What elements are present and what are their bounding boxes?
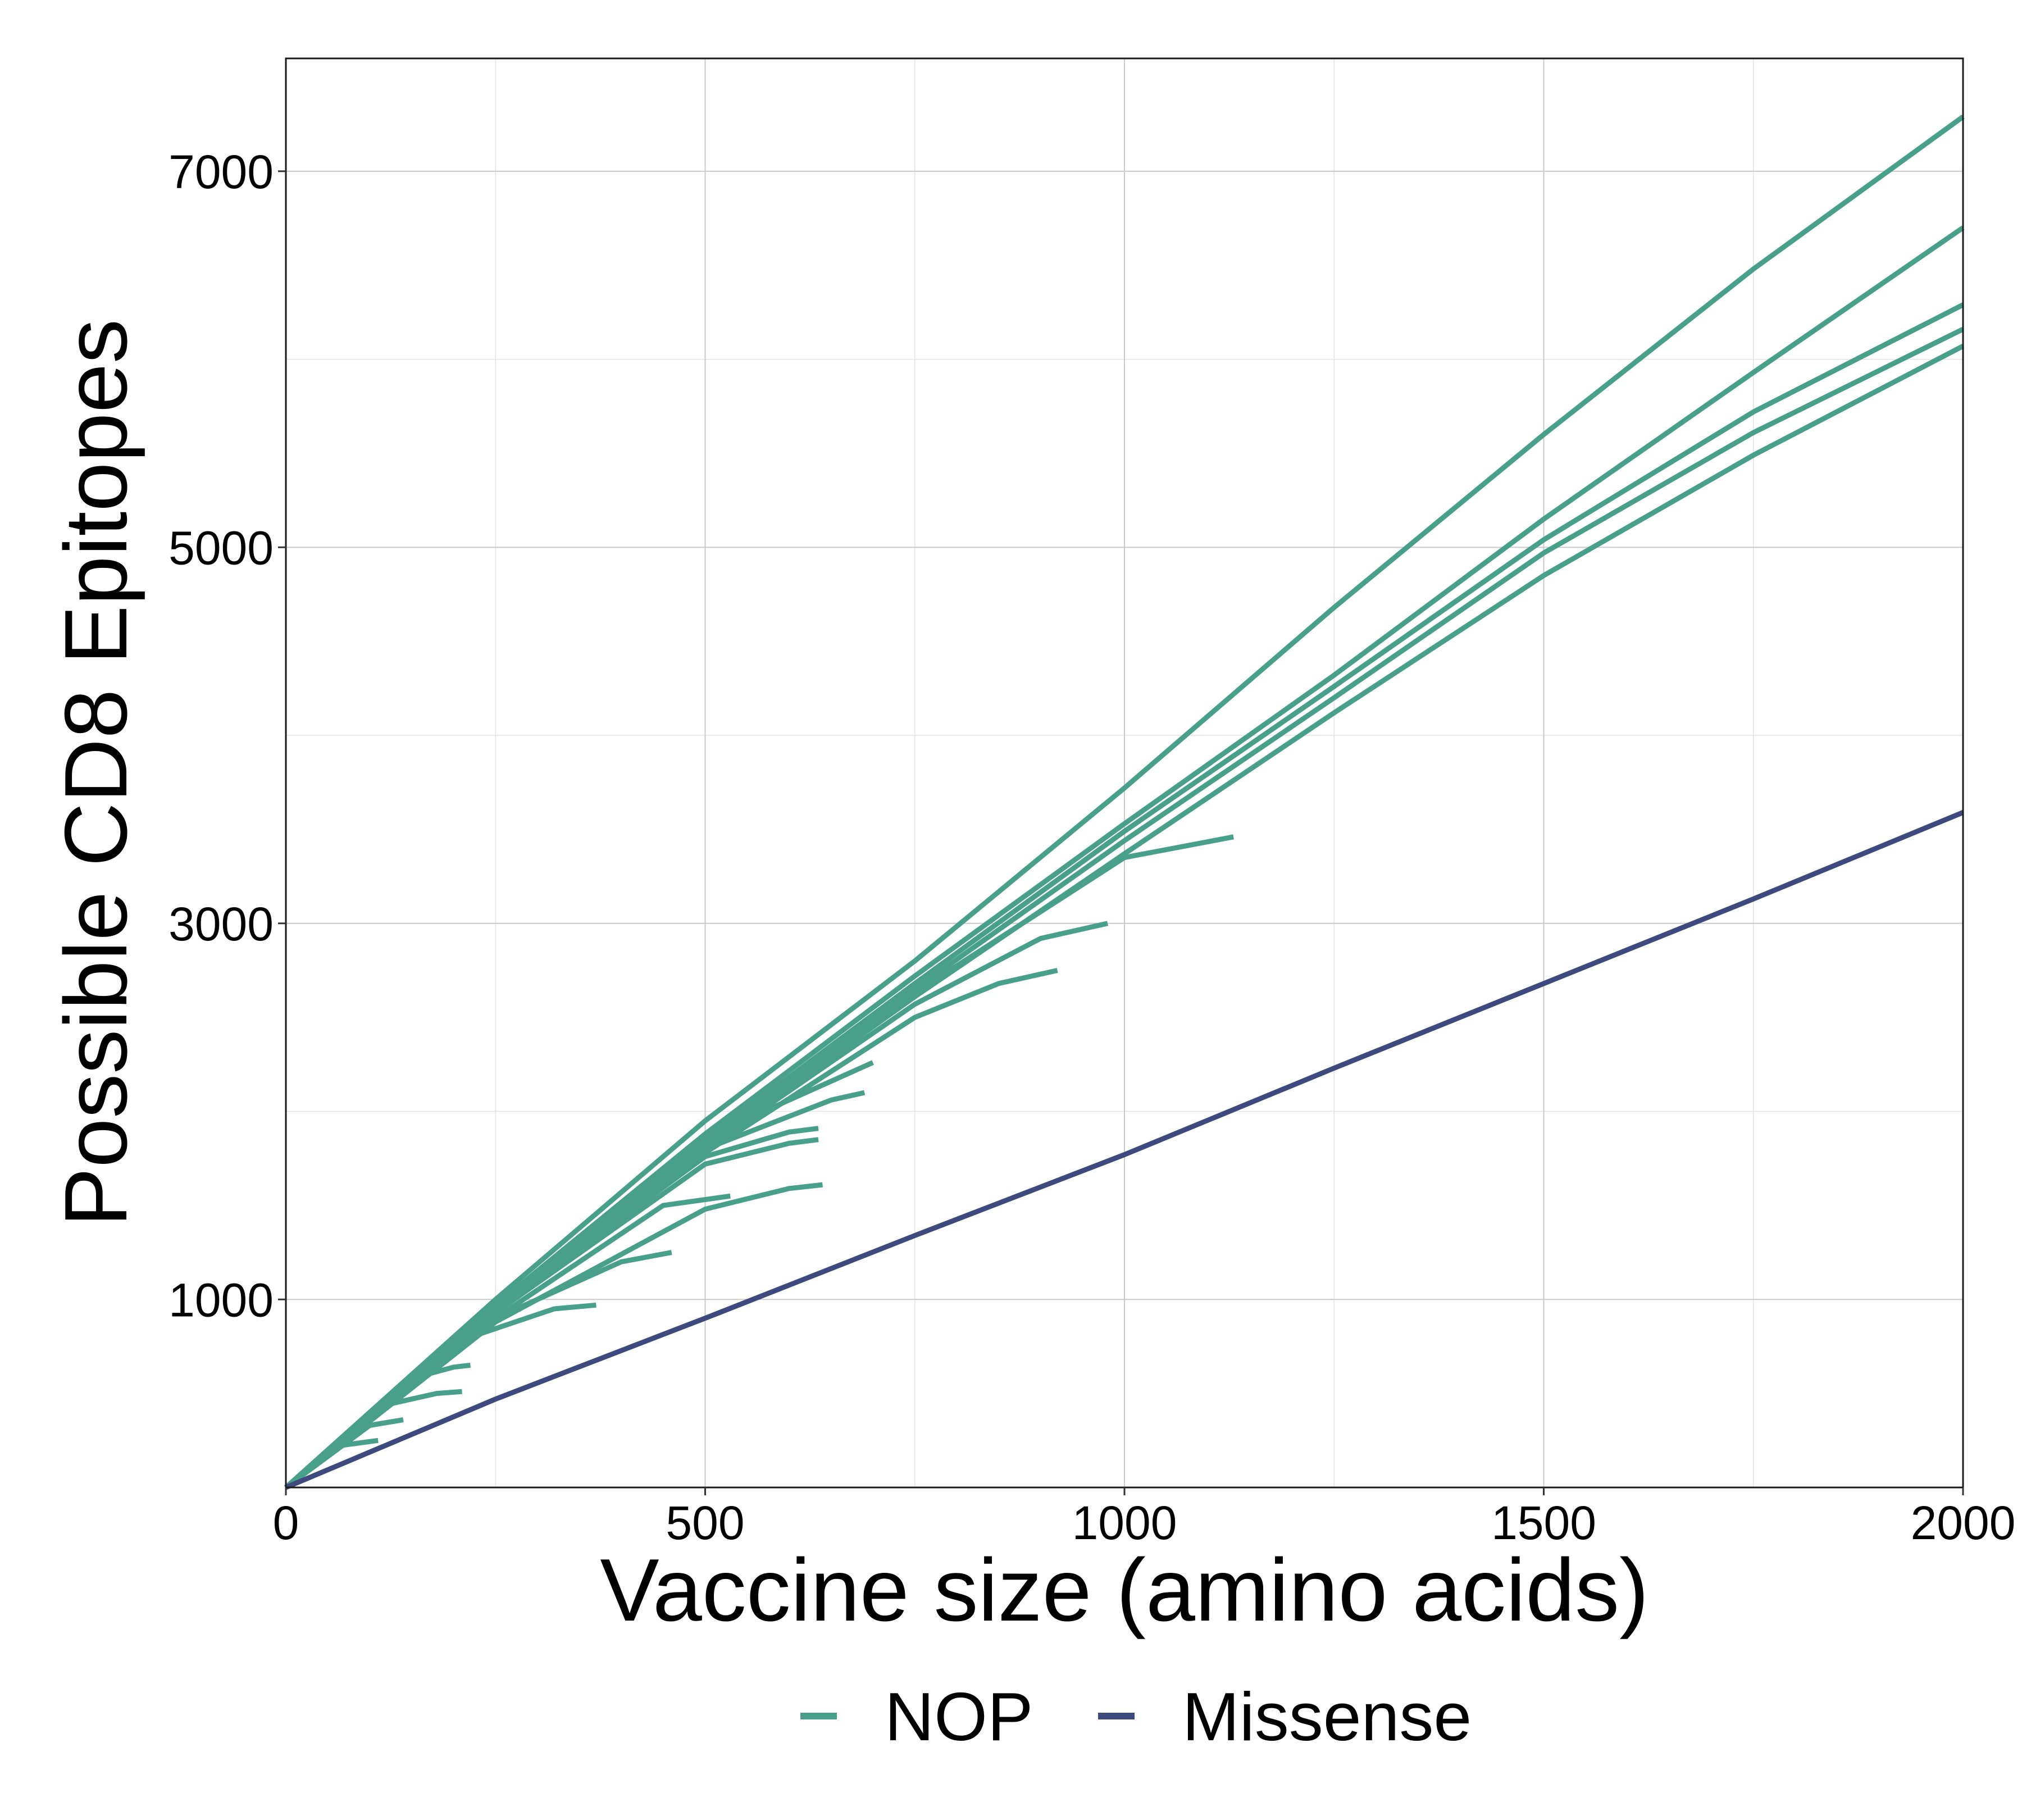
y-tick-label: 5000 [168,521,274,574]
series-line-nop-12 [284,1137,819,1490]
series-line-missense-21 [285,810,1964,1490]
x-axis-title: Vaccine size (amino acids) [600,1541,1648,1640]
series-group [284,115,1965,1490]
x-tick-label: 1500 [1491,1496,1596,1549]
x-tick-label: 2000 [1911,1496,2016,1549]
y-axis-ticks: 1000 3000 5000 7000 [168,145,286,1326]
x-axis-ticks: 0 500 1000 1500 2000 [273,1487,2016,1549]
y-tick-label: 7000 [168,145,274,198]
x-tick-label: 500 [666,1496,744,1549]
legend-label-missense: Missense [1182,1678,1472,1755]
y-axis-title: Possible CD8 Epitopes [47,319,145,1227]
legend-label-nop: NOP [885,1678,1033,1755]
y-tick-label: 3000 [168,898,274,950]
x-tick-label: 1000 [1072,1496,1177,1549]
legend: NOP Missense [800,1678,1472,1755]
x-tick-label: 0 [273,1496,299,1549]
y-tick-label: 1000 [168,1273,274,1326]
series-line-nop-1 [284,115,1965,1490]
series-line-nop-20 [284,1437,379,1490]
